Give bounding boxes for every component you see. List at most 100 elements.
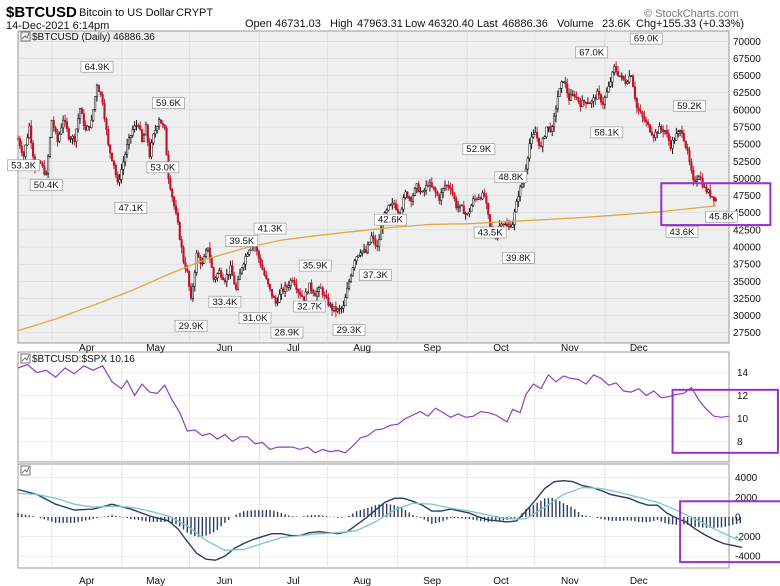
price-candle-body (616, 71, 620, 77)
price-candle-body (353, 260, 356, 269)
price-candle-body (173, 196, 176, 207)
price-candle-body (541, 138, 544, 147)
month-tick-label: Aug (353, 343, 371, 354)
price-callout-box (665, 225, 699, 238)
price-candle-body (304, 291, 307, 301)
price-candle-body (319, 287, 322, 289)
price-candle-body (218, 270, 221, 275)
price-candle-body (402, 197, 405, 210)
price-candle-body (489, 214, 492, 227)
open-value: 46731.03 (275, 18, 321, 30)
price-candle-body (513, 211, 516, 225)
price-candle-body (573, 94, 576, 98)
price-candle-body (549, 126, 552, 132)
price-candle-body (327, 297, 330, 306)
price-candle-body (280, 288, 283, 295)
price-candle-body (302, 296, 305, 301)
price-candle-body (423, 190, 426, 192)
price-tick-label: 52500 (733, 157, 761, 168)
ratio-panel (17, 351, 730, 463)
price-candle-body (26, 137, 29, 146)
price-candle-body (316, 291, 319, 297)
price-candle-body (667, 133, 670, 141)
price-candle-body (163, 124, 166, 129)
month-tick-label: Jul (287, 343, 300, 354)
price-candle-body (110, 152, 114, 161)
price-candle-body (142, 134, 146, 142)
price-candle-body (359, 252, 362, 256)
price-candle-body (158, 119, 161, 127)
price-candle-body (641, 111, 644, 117)
price-candle-body (171, 188, 174, 198)
price-candle-body (220, 270, 223, 278)
series-layer (16, 61, 743, 561)
price-callout-label: 69.0K (634, 34, 659, 45)
price-candle-body (259, 257, 262, 266)
price-candle-body (554, 108, 558, 117)
price-candle-body (675, 133, 678, 141)
ratio-legend-text: $BTCUSD:$SPX 10.16 (32, 354, 135, 365)
price-candle-body (276, 302, 279, 304)
price-candle-body (92, 109, 95, 121)
price-candle-body (88, 125, 91, 129)
month-tick-label: May (146, 343, 165, 354)
price-candle-body (321, 287, 324, 296)
price-candle-body (613, 66, 616, 73)
macd-tick-label: -4000 (735, 552, 761, 563)
price-candle-body (297, 289, 300, 293)
price-candle-body (626, 81, 629, 84)
price-candle-body (238, 272, 242, 280)
price-candle-body (210, 257, 213, 268)
price-candle-body (648, 124, 652, 133)
price-candle-body (479, 197, 482, 200)
price-callout-label: 48.8K (498, 172, 523, 183)
price-candle-body (133, 125, 136, 130)
price-candle-body (509, 224, 512, 228)
price-candle-body (62, 119, 65, 129)
month-tick-label: Sep (423, 343, 441, 354)
price-candle-body (56, 131, 59, 142)
price-candle-body (189, 286, 193, 299)
price-candle-body (434, 188, 437, 193)
price-candle-body (293, 280, 296, 285)
price-candle-body (237, 279, 240, 290)
price-candle-body (144, 124, 147, 136)
price-candle-body (370, 235, 373, 243)
price-candle-body (628, 75, 631, 83)
price-callout-box (673, 99, 706, 112)
price-candle-body (586, 102, 589, 105)
price-candle-body (48, 137, 52, 157)
price-callout-box (7, 159, 40, 172)
price-candle-body (684, 140, 687, 148)
price-candle-body (500, 223, 503, 227)
price-candle-body (472, 198, 475, 206)
price-candle-body (440, 192, 443, 201)
price-callout-label: 39.8K (506, 253, 531, 264)
price-candle-body (393, 202, 396, 205)
price-candle-body (165, 127, 168, 156)
price-candle-body (95, 85, 99, 97)
price-candle-body (103, 103, 106, 120)
price-candle-body (285, 285, 289, 288)
price-candle-body (406, 191, 409, 198)
price-candle-body (387, 205, 390, 211)
price-callout-box (629, 32, 663, 45)
month-tick-label: Dec (630, 576, 648, 586)
price-candle-body (692, 170, 695, 181)
price-candle-body (193, 272, 196, 287)
price-candle-body (624, 79, 627, 84)
price-candle-body (135, 125, 138, 127)
price-candle-body (556, 96, 559, 110)
price-candle-body (268, 283, 272, 290)
price-candle-body (468, 211, 471, 215)
price-callout-label: 43.6K (670, 227, 695, 238)
price-candle-body (507, 224, 510, 227)
price-candle-body (688, 150, 691, 163)
price-candle-body (417, 183, 420, 193)
price-candle-body (105, 118, 108, 130)
price-callout-box (225, 235, 259, 247)
price-candle-body (340, 307, 343, 310)
price-candle-body (150, 142, 153, 158)
high-value: 47963.31 (357, 18, 403, 30)
